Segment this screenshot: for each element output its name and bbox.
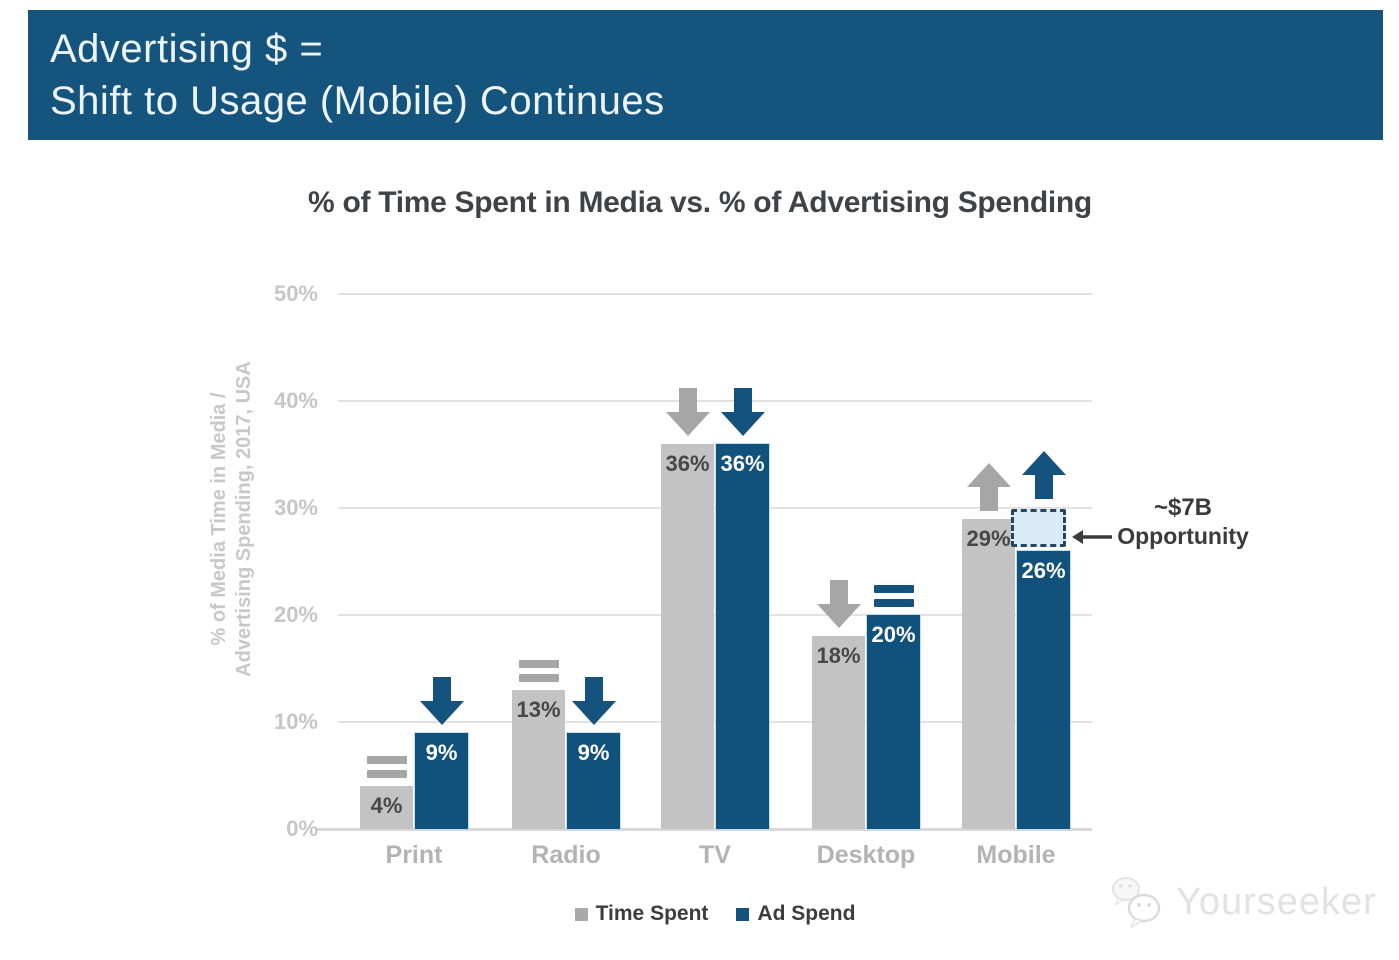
x-axis-label-desktop: Desktop bbox=[816, 841, 916, 869]
header-banner: Advertising $ = Shift to Usage (Mobile) … bbox=[28, 10, 1383, 140]
x-axis-label-radio: Radio bbox=[531, 841, 601, 869]
y-axis-title-line1: % of Media Time in Media / bbox=[208, 392, 230, 646]
ad-spend-swatch-icon bbox=[736, 907, 750, 921]
value-label-ad-spend-tv: 36% bbox=[720, 450, 765, 476]
trend-up-arrow-icon-time-spent-mobile bbox=[966, 462, 1011, 511]
trend-down-arrow-icon-time-spent-desktop bbox=[816, 580, 861, 629]
legend-label-time-spent: Time Spent bbox=[595, 902, 709, 925]
trend-equal-icon-time-spent-radio bbox=[518, 659, 559, 682]
trend-equal-icon-ad-spend-desktop bbox=[873, 585, 914, 607]
bar-ad-spend-radio: 9% bbox=[567, 732, 620, 829]
gridline-40 bbox=[338, 400, 1092, 402]
gridline-10 bbox=[338, 721, 1092, 723]
y-tick-label-40: 40% bbox=[273, 388, 318, 413]
value-label-ad-spend-mobile: 26% bbox=[1021, 557, 1066, 583]
equal-bar bbox=[873, 599, 914, 607]
x-axis-label-tv: TV bbox=[699, 841, 731, 869]
banner-title-line1: Advertising $ = bbox=[50, 27, 324, 71]
y-tick-label-50: 50% bbox=[273, 281, 318, 306]
equal-bar bbox=[518, 659, 559, 668]
value-label-time-spent-tv: 36% bbox=[665, 450, 710, 476]
watermark: Yourseeker bbox=[1106, 872, 1377, 932]
opportunity-annotation: ~$7B Opportunity bbox=[1103, 494, 1263, 550]
equal-bar bbox=[366, 770, 407, 779]
y-tick-label-30: 30% bbox=[273, 495, 318, 520]
banner-title-line2: Shift to Usage (Mobile) Continues bbox=[50, 79, 665, 123]
watermark-text: Yourseeker bbox=[1176, 880, 1377, 923]
x-axis-label-print: Print bbox=[385, 841, 443, 869]
legend-item-ad-spend: Ad Spend bbox=[736, 902, 855, 926]
value-label-time-spent-mobile: 29% bbox=[966, 525, 1011, 551]
gridline-20 bbox=[338, 614, 1092, 616]
bar-time-spent-print: 4% bbox=[360, 786, 413, 829]
trend-down-arrow-icon-time-spent-tv bbox=[665, 387, 710, 436]
legend-label-ad-spend: Ad Spend bbox=[757, 902, 856, 925]
bar-ad-spend-print: 9% bbox=[415, 732, 468, 829]
value-label-ad-spend-desktop: 20% bbox=[871, 622, 916, 647]
gridline-30 bbox=[338, 507, 1092, 509]
bar-time-spent-radio: 13% bbox=[512, 689, 565, 829]
trend-equal-icon-time-spent-print bbox=[366, 756, 407, 779]
x-axis-label-mobile: Mobile bbox=[976, 841, 1056, 869]
x-axis-baseline bbox=[316, 828, 1092, 831]
opportunity-label: Opportunity bbox=[1117, 523, 1249, 549]
equal-bar bbox=[518, 673, 559, 682]
value-label-time-spent-radio: 13% bbox=[516, 696, 561, 722]
bar-ad-spend-tv: 36% bbox=[716, 443, 769, 829]
equal-bar bbox=[873, 585, 914, 593]
value-label-ad-spend-print: 9% bbox=[425, 739, 458, 765]
opportunity-gap-box bbox=[1011, 509, 1066, 547]
opportunity-amount: ~$7B bbox=[1153, 494, 1213, 521]
value-label-time-spent-print: 4% bbox=[370, 793, 403, 819]
legend-item-time-spent: Time Spent bbox=[574, 902, 709, 926]
trend-up-arrow-icon-ad-spend-mobile bbox=[1021, 450, 1066, 499]
left-arrow-icon bbox=[1072, 530, 1112, 544]
legend: Time Spent Ad Spend bbox=[338, 902, 1092, 926]
y-tick-label-20: 20% bbox=[273, 602, 318, 627]
bar-ad-spend-mobile: 26% bbox=[1017, 550, 1070, 829]
y-tick-label-10: 10% bbox=[273, 709, 318, 734]
bar-time-spent-mobile: 29% bbox=[962, 518, 1015, 829]
equal-bar bbox=[366, 756, 407, 765]
chart-title: % of Time Spent in Media vs. % of Advert… bbox=[308, 186, 1092, 219]
trend-down-arrow-icon-ad-spend-tv bbox=[720, 387, 765, 436]
y-tick-label-0: 0% bbox=[286, 816, 318, 841]
chat-bubbles-logo-icon bbox=[1112, 877, 1161, 929]
value-label-ad-spend-radio: 9% bbox=[577, 739, 610, 765]
trend-down-arrow-icon-ad-spend-print bbox=[419, 676, 464, 725]
bar-time-spent-tv: 36% bbox=[661, 443, 714, 829]
trend-down-arrow-icon-ad-spend-radio bbox=[571, 676, 616, 725]
time-spent-swatch-icon bbox=[574, 907, 588, 921]
bar-ad-spend-desktop: 20% bbox=[867, 615, 920, 829]
bar-time-spent-desktop: 18% bbox=[812, 636, 865, 829]
gridline-50 bbox=[338, 293, 1092, 295]
value-label-time-spent-desktop: 18% bbox=[816, 643, 861, 669]
